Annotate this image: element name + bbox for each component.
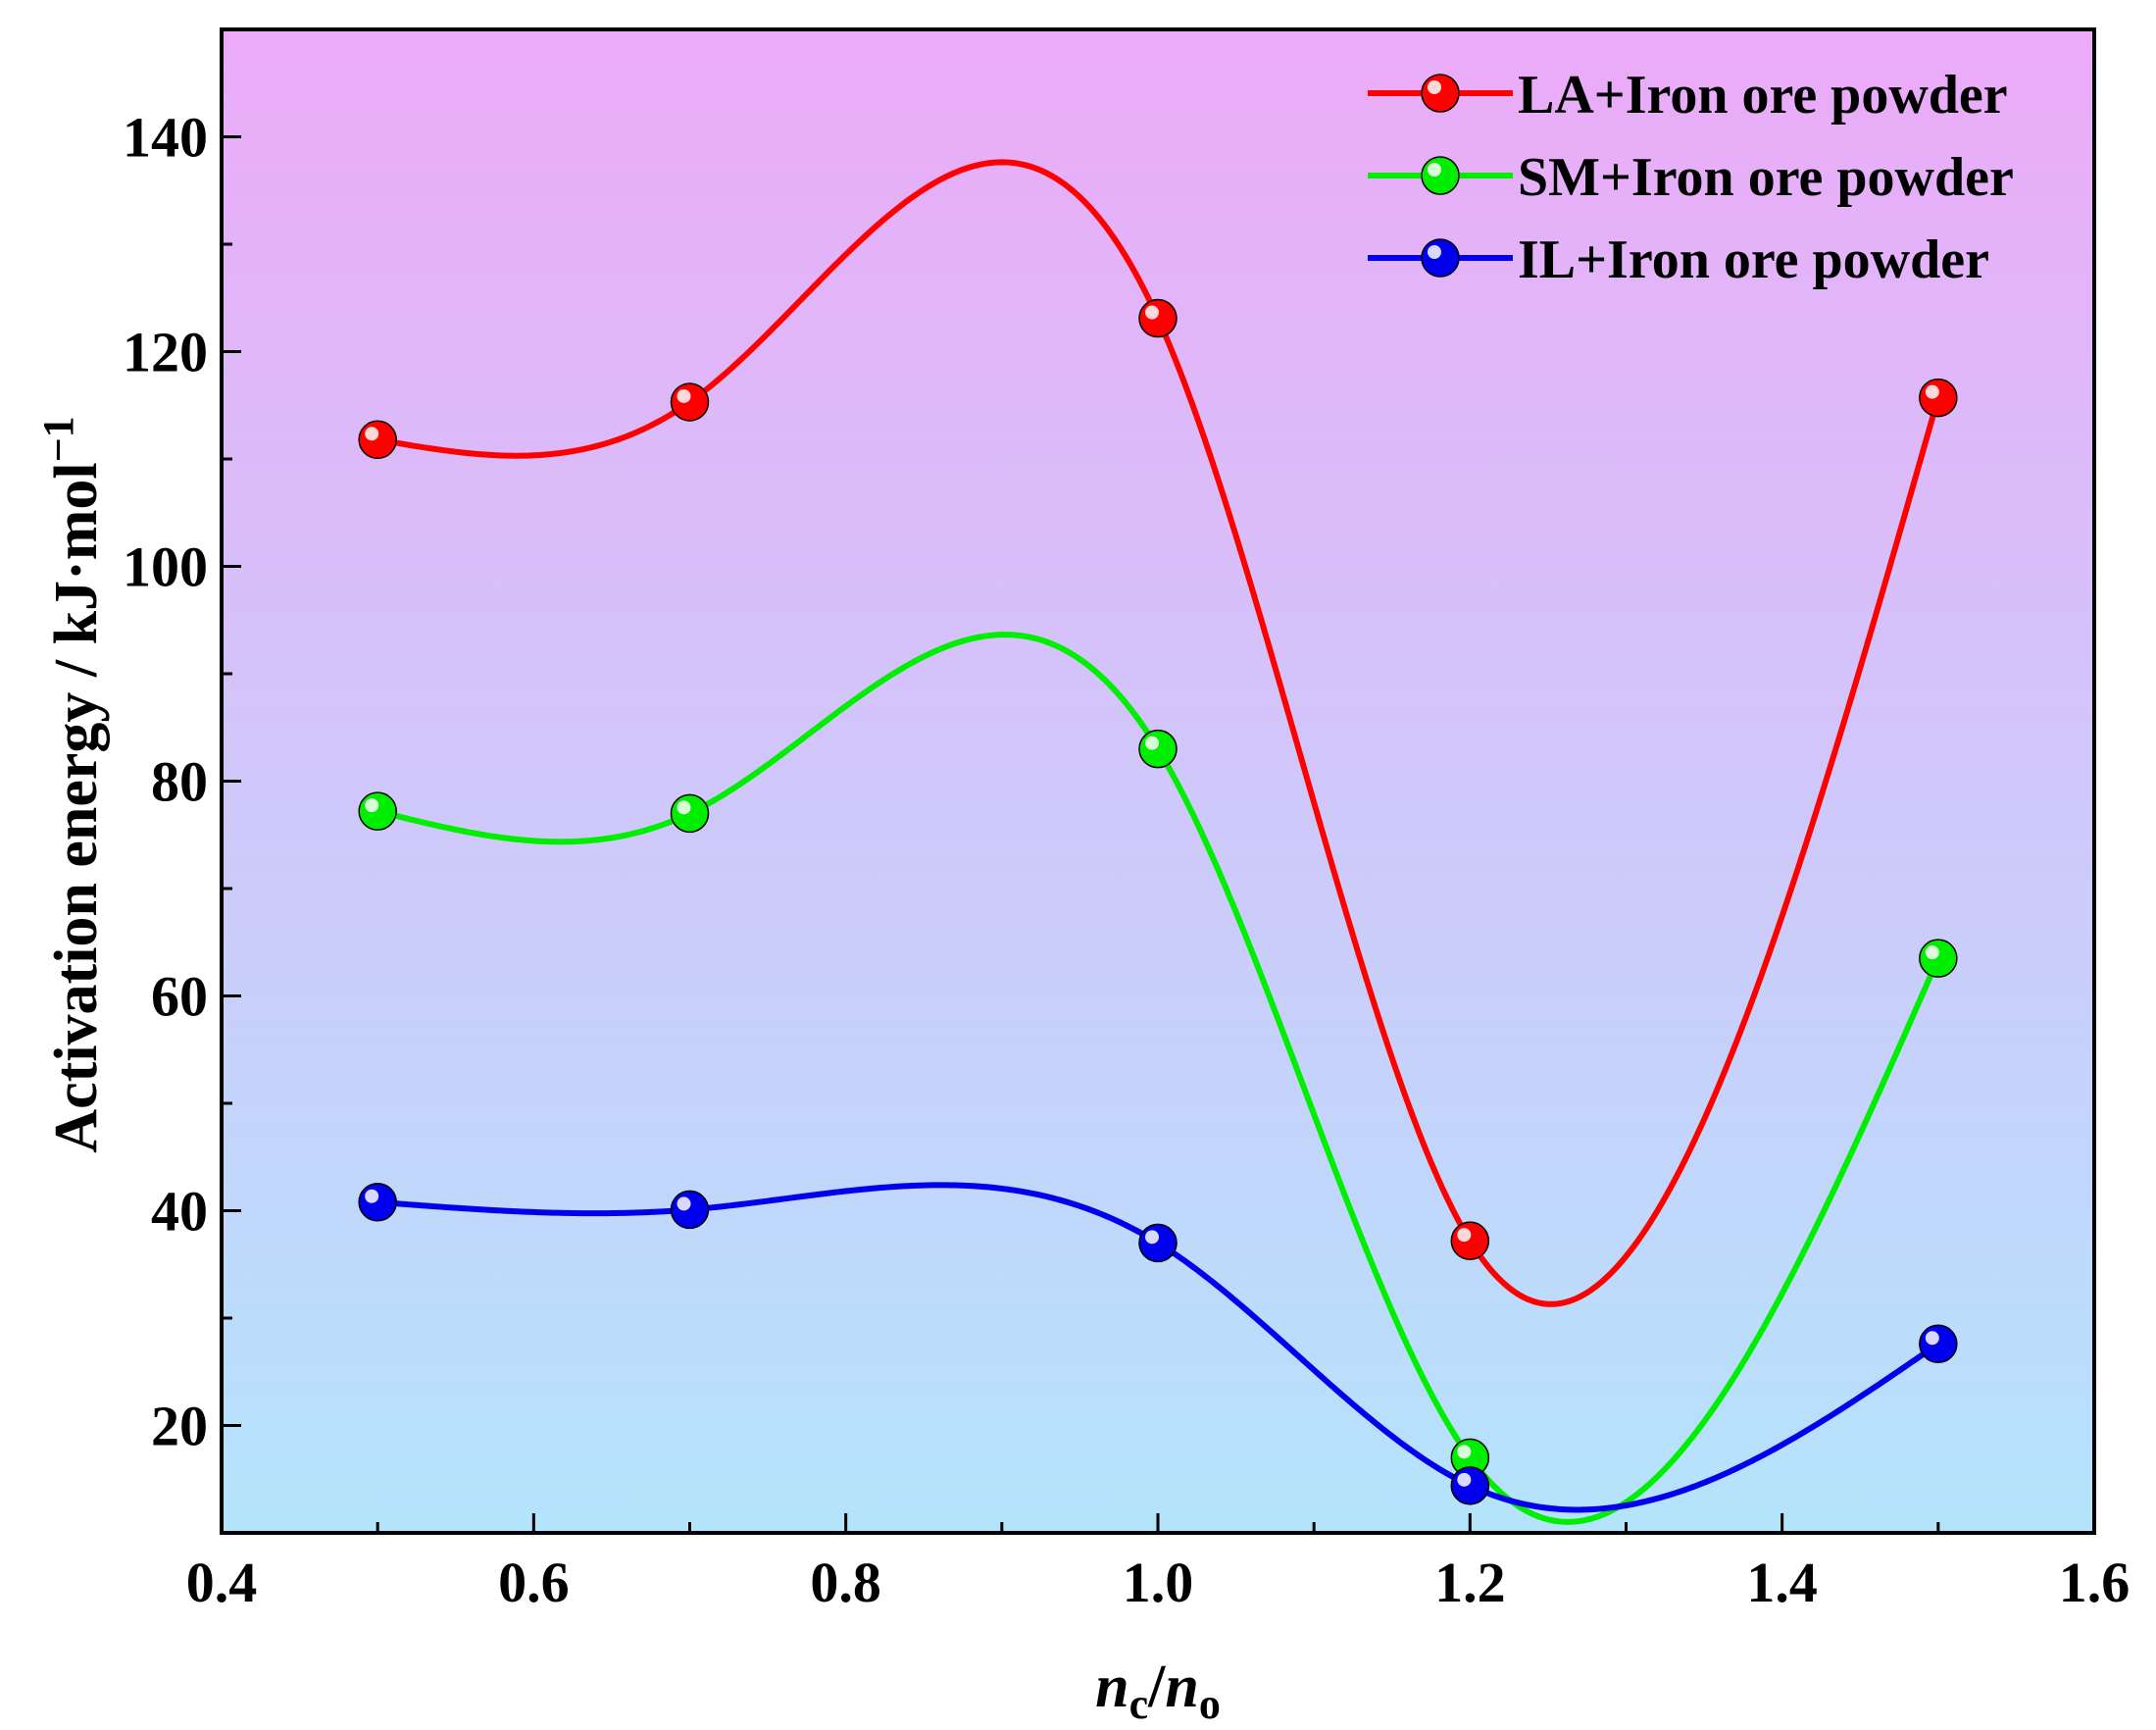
- y-axis-title: Activation energy / kJ·mol−1: [34, 416, 110, 1152]
- data-point: [1919, 378, 1958, 418]
- x-axis-title: nc/no: [1095, 1654, 1221, 1728]
- legend-label: IL+Iron ore powder: [1518, 229, 1989, 290]
- legend-label: SM+Iron ore powder: [1518, 147, 2014, 208]
- x-tick-label: 1.2: [1434, 1551, 1506, 1614]
- plot-background: [222, 29, 2094, 1533]
- y-tick-label: 80: [151, 750, 208, 814]
- data-point: [358, 420, 397, 460]
- y-tick-label: 40: [151, 1180, 208, 1244]
- y-axis: 20 40 60 80 100 120 140: [123, 106, 241, 1458]
- legend: LA+Iron ore powder SM+Iron ore powder IL+I…: [1368, 65, 2014, 290]
- data-point: [1138, 729, 1178, 769]
- data-point: [670, 382, 710, 422]
- data-point: [1450, 1221, 1490, 1260]
- x-tick-label: 1.4: [1746, 1551, 1818, 1614]
- y-tick-label: 120: [123, 321, 208, 384]
- data-point: [358, 791, 397, 831]
- y-tick-label: 60: [151, 965, 208, 1029]
- x-tick-label: 0.8: [810, 1551, 881, 1614]
- data-point: [1450, 1438, 1490, 1478]
- x-tick-label: 1.6: [2059, 1551, 2131, 1614]
- data-point: [1138, 1223, 1178, 1263]
- legend-label: LA+Iron ore powder: [1518, 65, 2008, 126]
- data-point: [358, 1182, 397, 1222]
- y-tick-label: 100: [123, 535, 208, 599]
- x-tick-label: 0.4: [186, 1551, 258, 1614]
- legend-marker: [1421, 74, 1460, 113]
- data-point: [1138, 298, 1178, 338]
- x-axis: 0.4 0.6 0.8 1.0 1.2 1.4 1.6: [186, 1513, 2131, 1614]
- y-tick-label: 140: [123, 106, 208, 170]
- y-tick-label: 20: [151, 1395, 208, 1458]
- data-point: [670, 793, 710, 834]
- legend-marker: [1421, 238, 1460, 278]
- marker-layer: [358, 298, 1958, 1505]
- data-point: [670, 1190, 710, 1230]
- x-tick-label: 0.6: [498, 1551, 570, 1614]
- data-point: [1919, 939, 1958, 978]
- x-tick-label: 1.0: [1123, 1551, 1194, 1614]
- legend-marker: [1421, 156, 1460, 195]
- data-point: [1450, 1466, 1490, 1505]
- data-point: [1919, 1324, 1958, 1364]
